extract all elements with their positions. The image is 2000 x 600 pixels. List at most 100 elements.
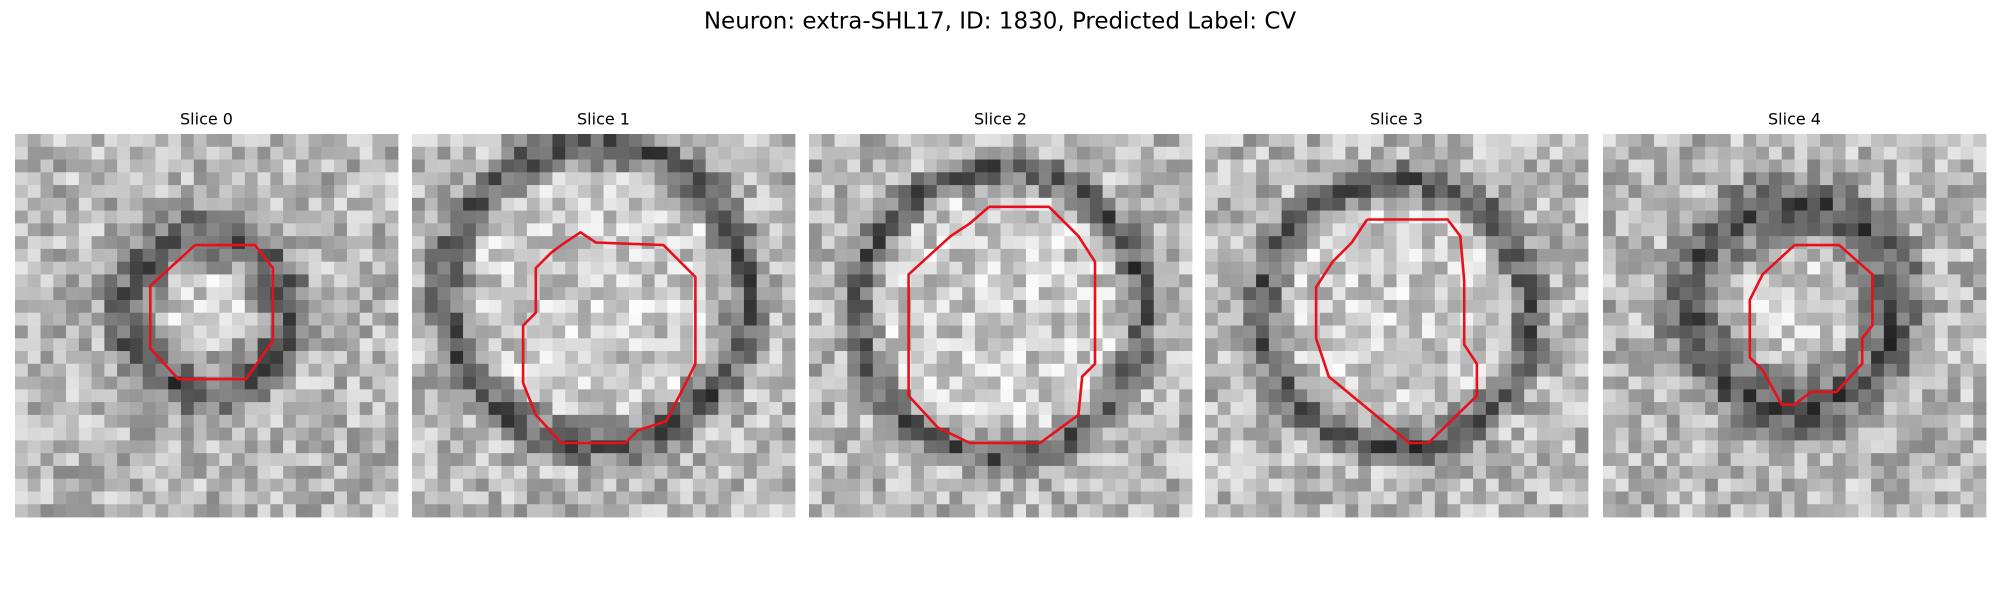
pixel <box>834 197 848 211</box>
pixel <box>193 389 207 403</box>
pixel <box>180 312 195 326</box>
pixel <box>1934 440 1949 454</box>
pixel <box>1807 478 1821 492</box>
pixel <box>616 248 630 263</box>
pixel <box>1243 134 1257 148</box>
pixel <box>565 389 579 403</box>
pixel <box>1794 338 1808 352</box>
pixel <box>463 287 477 301</box>
pixel <box>987 223 1001 237</box>
pixel <box>1973 287 1987 301</box>
pixel <box>1013 287 1027 301</box>
pixel <box>1909 351 1923 365</box>
pixel <box>1383 274 1397 288</box>
pixel <box>91 197 105 211</box>
pixel <box>565 491 579 505</box>
pixel <box>346 197 361 211</box>
pixel <box>1960 210 1974 224</box>
pixel <box>1730 389 1744 403</box>
pixel <box>731 338 745 352</box>
pixel <box>1434 453 1448 467</box>
pixel <box>936 504 950 518</box>
pixel <box>334 287 348 301</box>
pixel <box>756 325 770 339</box>
pixel <box>15 465 29 480</box>
pixel <box>1115 389 1129 403</box>
pixel <box>283 197 297 211</box>
pixel <box>244 274 258 288</box>
pixel <box>295 210 310 224</box>
pixel <box>372 312 386 326</box>
pixel <box>270 248 284 263</box>
pixel <box>1166 376 1180 390</box>
pixel <box>1256 134 1270 148</box>
pixel <box>283 159 297 173</box>
pixel <box>1934 134 1949 148</box>
pixel <box>1845 223 1859 237</box>
pixel <box>1654 274 1668 288</box>
pixel <box>743 389 758 403</box>
pixel <box>1692 185 1706 199</box>
pixel <box>501 146 515 160</box>
pixel <box>743 376 758 390</box>
pixel <box>1243 338 1257 352</box>
pixel <box>78 261 92 275</box>
pixel <box>1498 299 1512 314</box>
pixel <box>308 146 322 160</box>
pixel <box>1909 453 1923 467</box>
pixel <box>1026 134 1040 148</box>
pixel <box>1064 312 1078 326</box>
pixel <box>936 274 950 288</box>
pixel <box>283 427 297 441</box>
pixel <box>1332 274 1346 288</box>
pixel <box>129 363 144 377</box>
pixel <box>692 210 707 224</box>
pixel <box>27 197 41 211</box>
pixel <box>1217 197 1231 211</box>
pixel <box>1345 261 1359 275</box>
pixel <box>180 197 195 211</box>
pixel <box>1485 389 1500 403</box>
pixel <box>603 146 617 160</box>
pixel <box>809 223 823 237</box>
pixel <box>1243 389 1257 403</box>
pixel <box>1536 402 1551 416</box>
pixel <box>1205 146 1219 160</box>
pixel <box>1396 134 1410 148</box>
pixel <box>898 453 912 467</box>
pixel <box>78 159 92 173</box>
pixel <box>450 351 464 365</box>
pixel <box>1358 427 1372 441</box>
pixel <box>1820 312 1834 326</box>
pixel <box>1422 351 1436 365</box>
pixel <box>1038 478 1052 492</box>
pixel <box>809 402 823 416</box>
pixel <box>1319 134 1334 148</box>
pixel <box>1268 402 1282 416</box>
pixel <box>295 146 310 160</box>
pixel <box>1947 414 1961 429</box>
pixel <box>1422 287 1436 301</box>
pixel <box>1332 261 1346 275</box>
pixel <box>539 491 553 505</box>
pixel <box>1345 453 1359 467</box>
pixel <box>936 223 950 237</box>
pixel <box>603 197 617 211</box>
pixel <box>1179 299 1193 314</box>
pixel <box>1294 363 1308 377</box>
pixel <box>475 146 489 160</box>
pixel <box>1654 223 1668 237</box>
pixel <box>872 325 886 339</box>
pixel <box>1883 274 1898 288</box>
pixel <box>1396 274 1410 288</box>
pixel <box>1896 236 1910 250</box>
pixel <box>577 376 592 390</box>
pixel <box>872 414 886 429</box>
pixel <box>1268 389 1282 403</box>
pixel <box>1730 287 1744 301</box>
pixel <box>1422 248 1436 263</box>
pixel <box>1064 261 1078 275</box>
pixel <box>987 453 1001 467</box>
pixel <box>244 338 258 352</box>
pixel <box>949 236 963 250</box>
